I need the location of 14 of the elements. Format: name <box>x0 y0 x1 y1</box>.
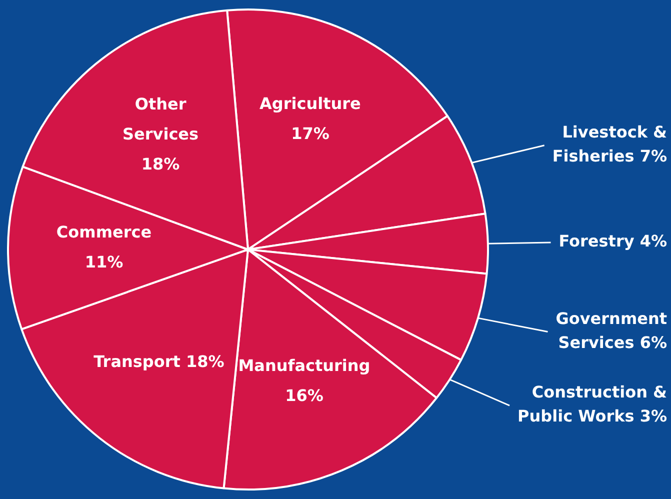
slice-label: Manufacturing <box>238 356 370 376</box>
slice-label: Other Services <box>122 94 199 144</box>
data-label: 16% <box>285 386 324 406</box>
slice-label: Agriculture <box>260 94 362 113</box>
slice-label: Government Services 6% <box>556 308 668 352</box>
data-label: 11% <box>84 252 124 272</box>
slice-label: Livestock & Fisheries 7% <box>552 122 668 166</box>
slice-label: Transport <box>94 352 181 371</box>
data-label: 17% <box>291 124 330 143</box>
data-label: 18% <box>186 352 224 371</box>
slice-label: Commerce <box>56 222 152 242</box>
slice-label: Construction & Public Works 3% <box>518 382 668 426</box>
slice-label: Forestry 4% <box>558 232 667 251</box>
data-label: 18% <box>141 154 180 174</box>
